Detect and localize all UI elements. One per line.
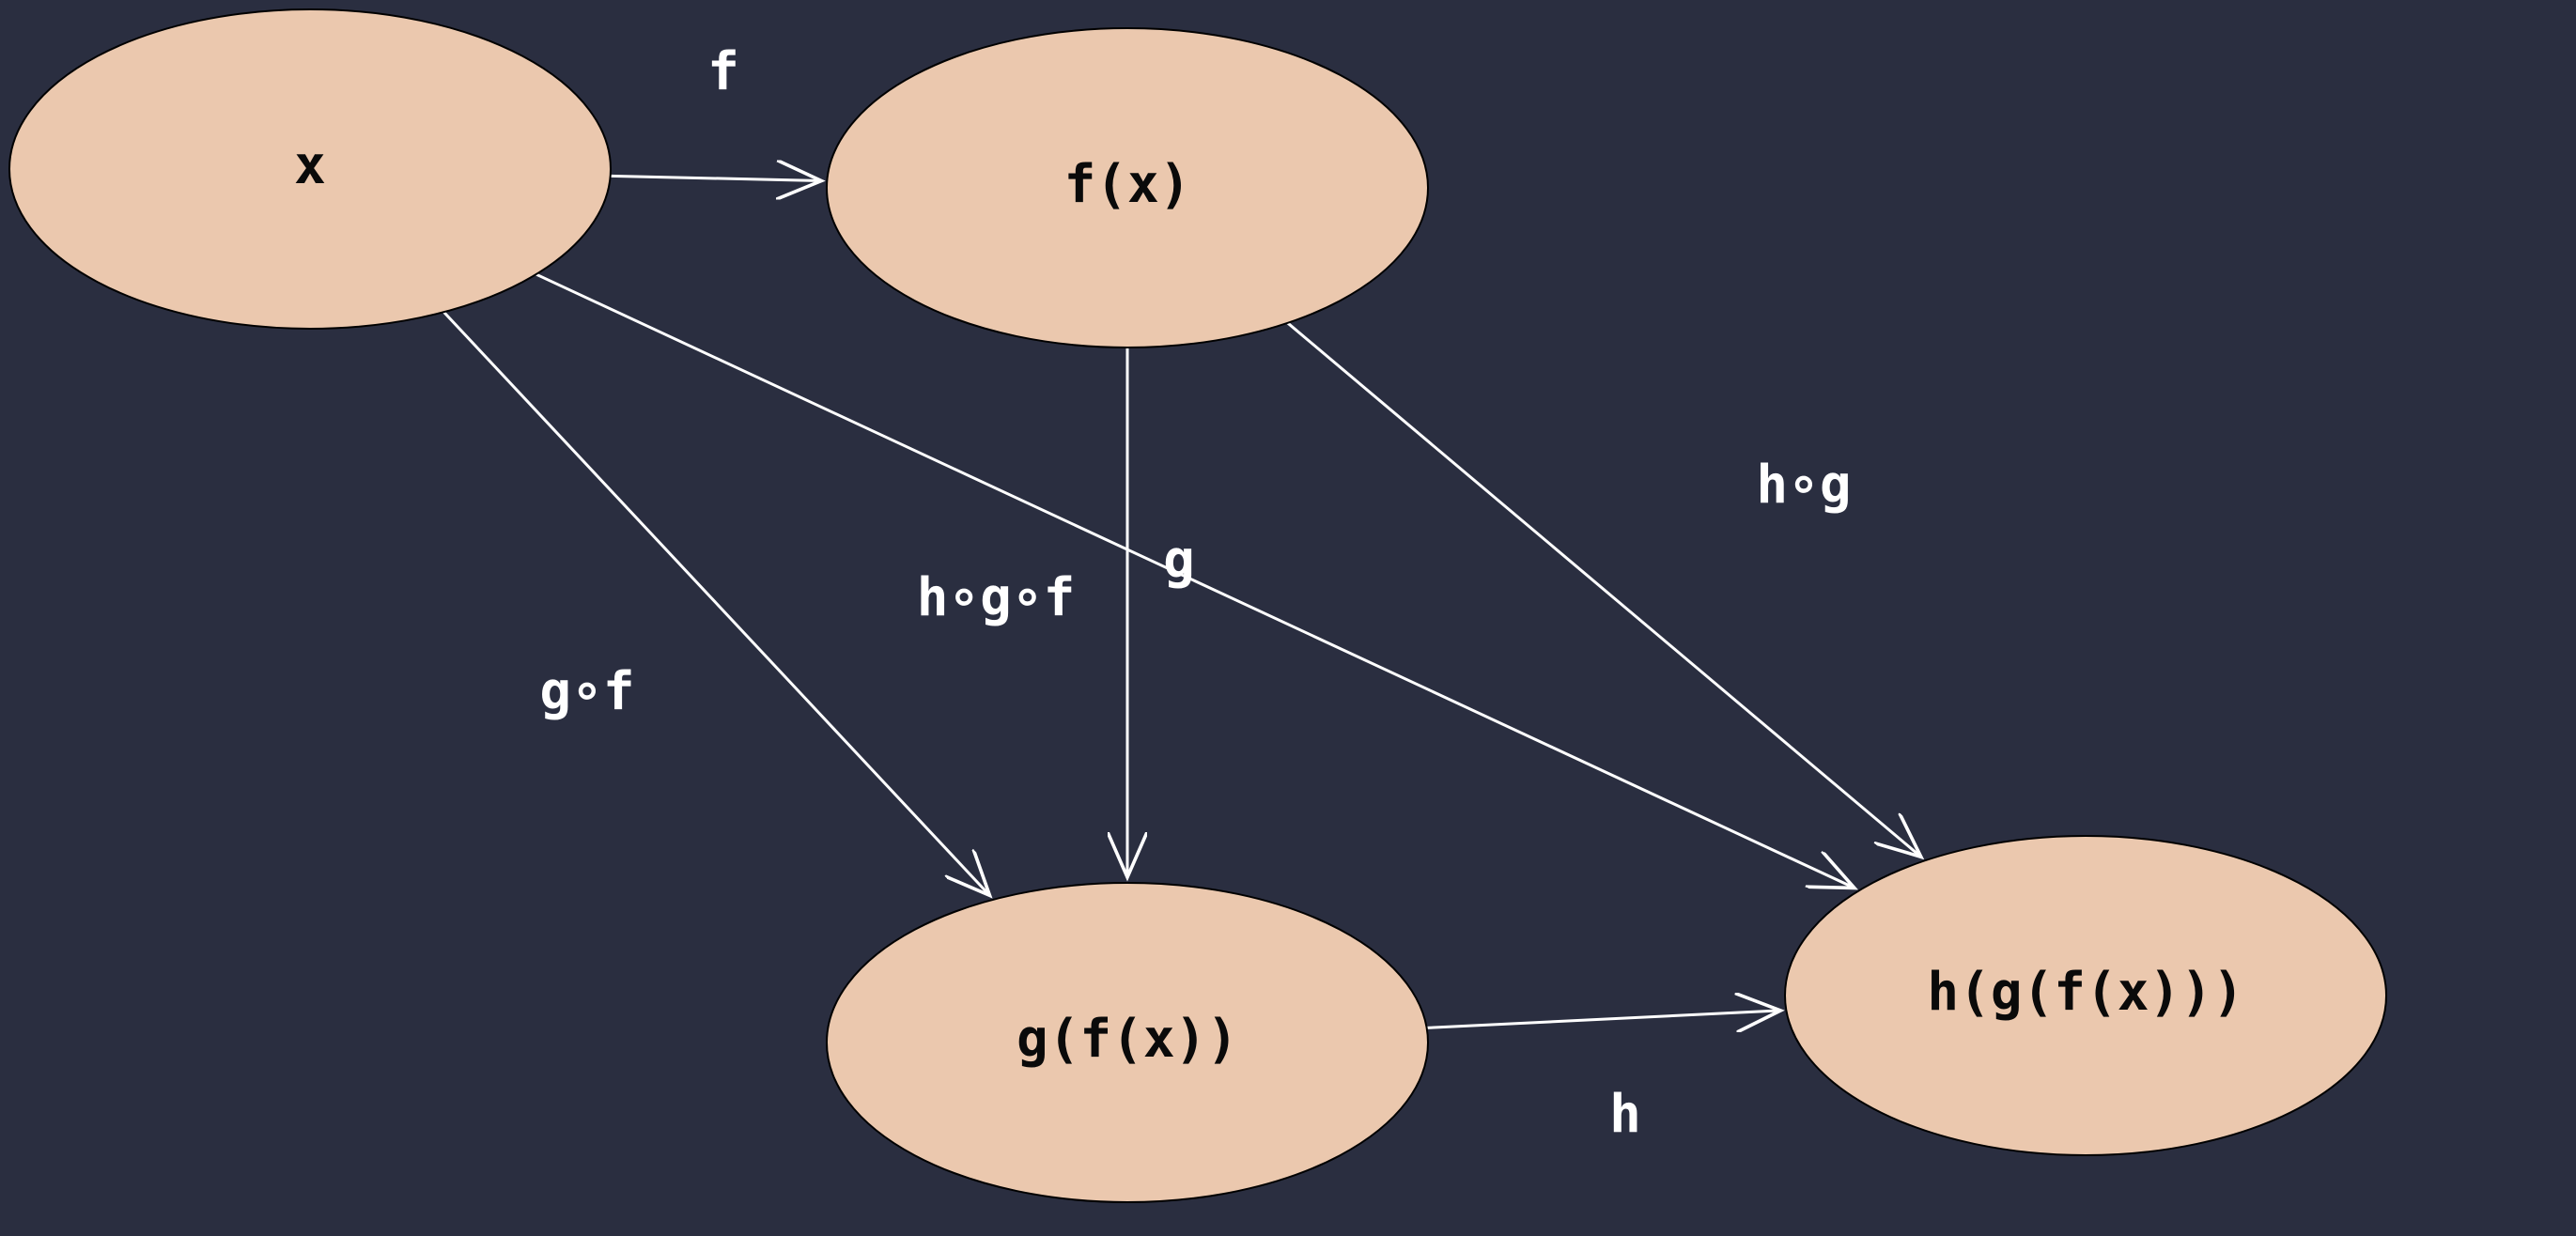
function-composition-diagram: f g h g∘f h∘g h∘g∘f x f(x) g(f(x)) h(g(f(x))) — [0, 0, 2576, 1236]
edge-label-gfx-to-hgfx: h — [1609, 1084, 1641, 1145]
edge-label-x-to-gfx: g∘f — [539, 661, 634, 722]
edge-fx-to-hgfx — [1288, 323, 1921, 857]
edge-x-to-hgfx — [536, 274, 1854, 888]
edge-gfx-to-hgfx — [1427, 1011, 1781, 1027]
edge-label-fx-to-gfx: g — [1163, 530, 1195, 591]
edge-x-to-gfx — [443, 312, 989, 895]
node-label-fx: f(x) — [1064, 154, 1191, 215]
edge-label-fx-to-hgfx: h∘g — [1756, 455, 1851, 516]
node-label-hgfx: h(g(f(x))) — [1927, 962, 2243, 1023]
edge-x-to-fx — [611, 176, 822, 180]
nodes-group: x f(x) g(f(x)) h(g(f(x))) — [9, 9, 2386, 1202]
edge-label-x-to-hgfx: h∘g∘f — [917, 567, 1076, 628]
node-label-gfx: g(f(x)) — [1016, 1009, 1238, 1070]
edge-label-x-to-fx: f — [707, 41, 739, 102]
node-label-x: x — [294, 135, 326, 196]
